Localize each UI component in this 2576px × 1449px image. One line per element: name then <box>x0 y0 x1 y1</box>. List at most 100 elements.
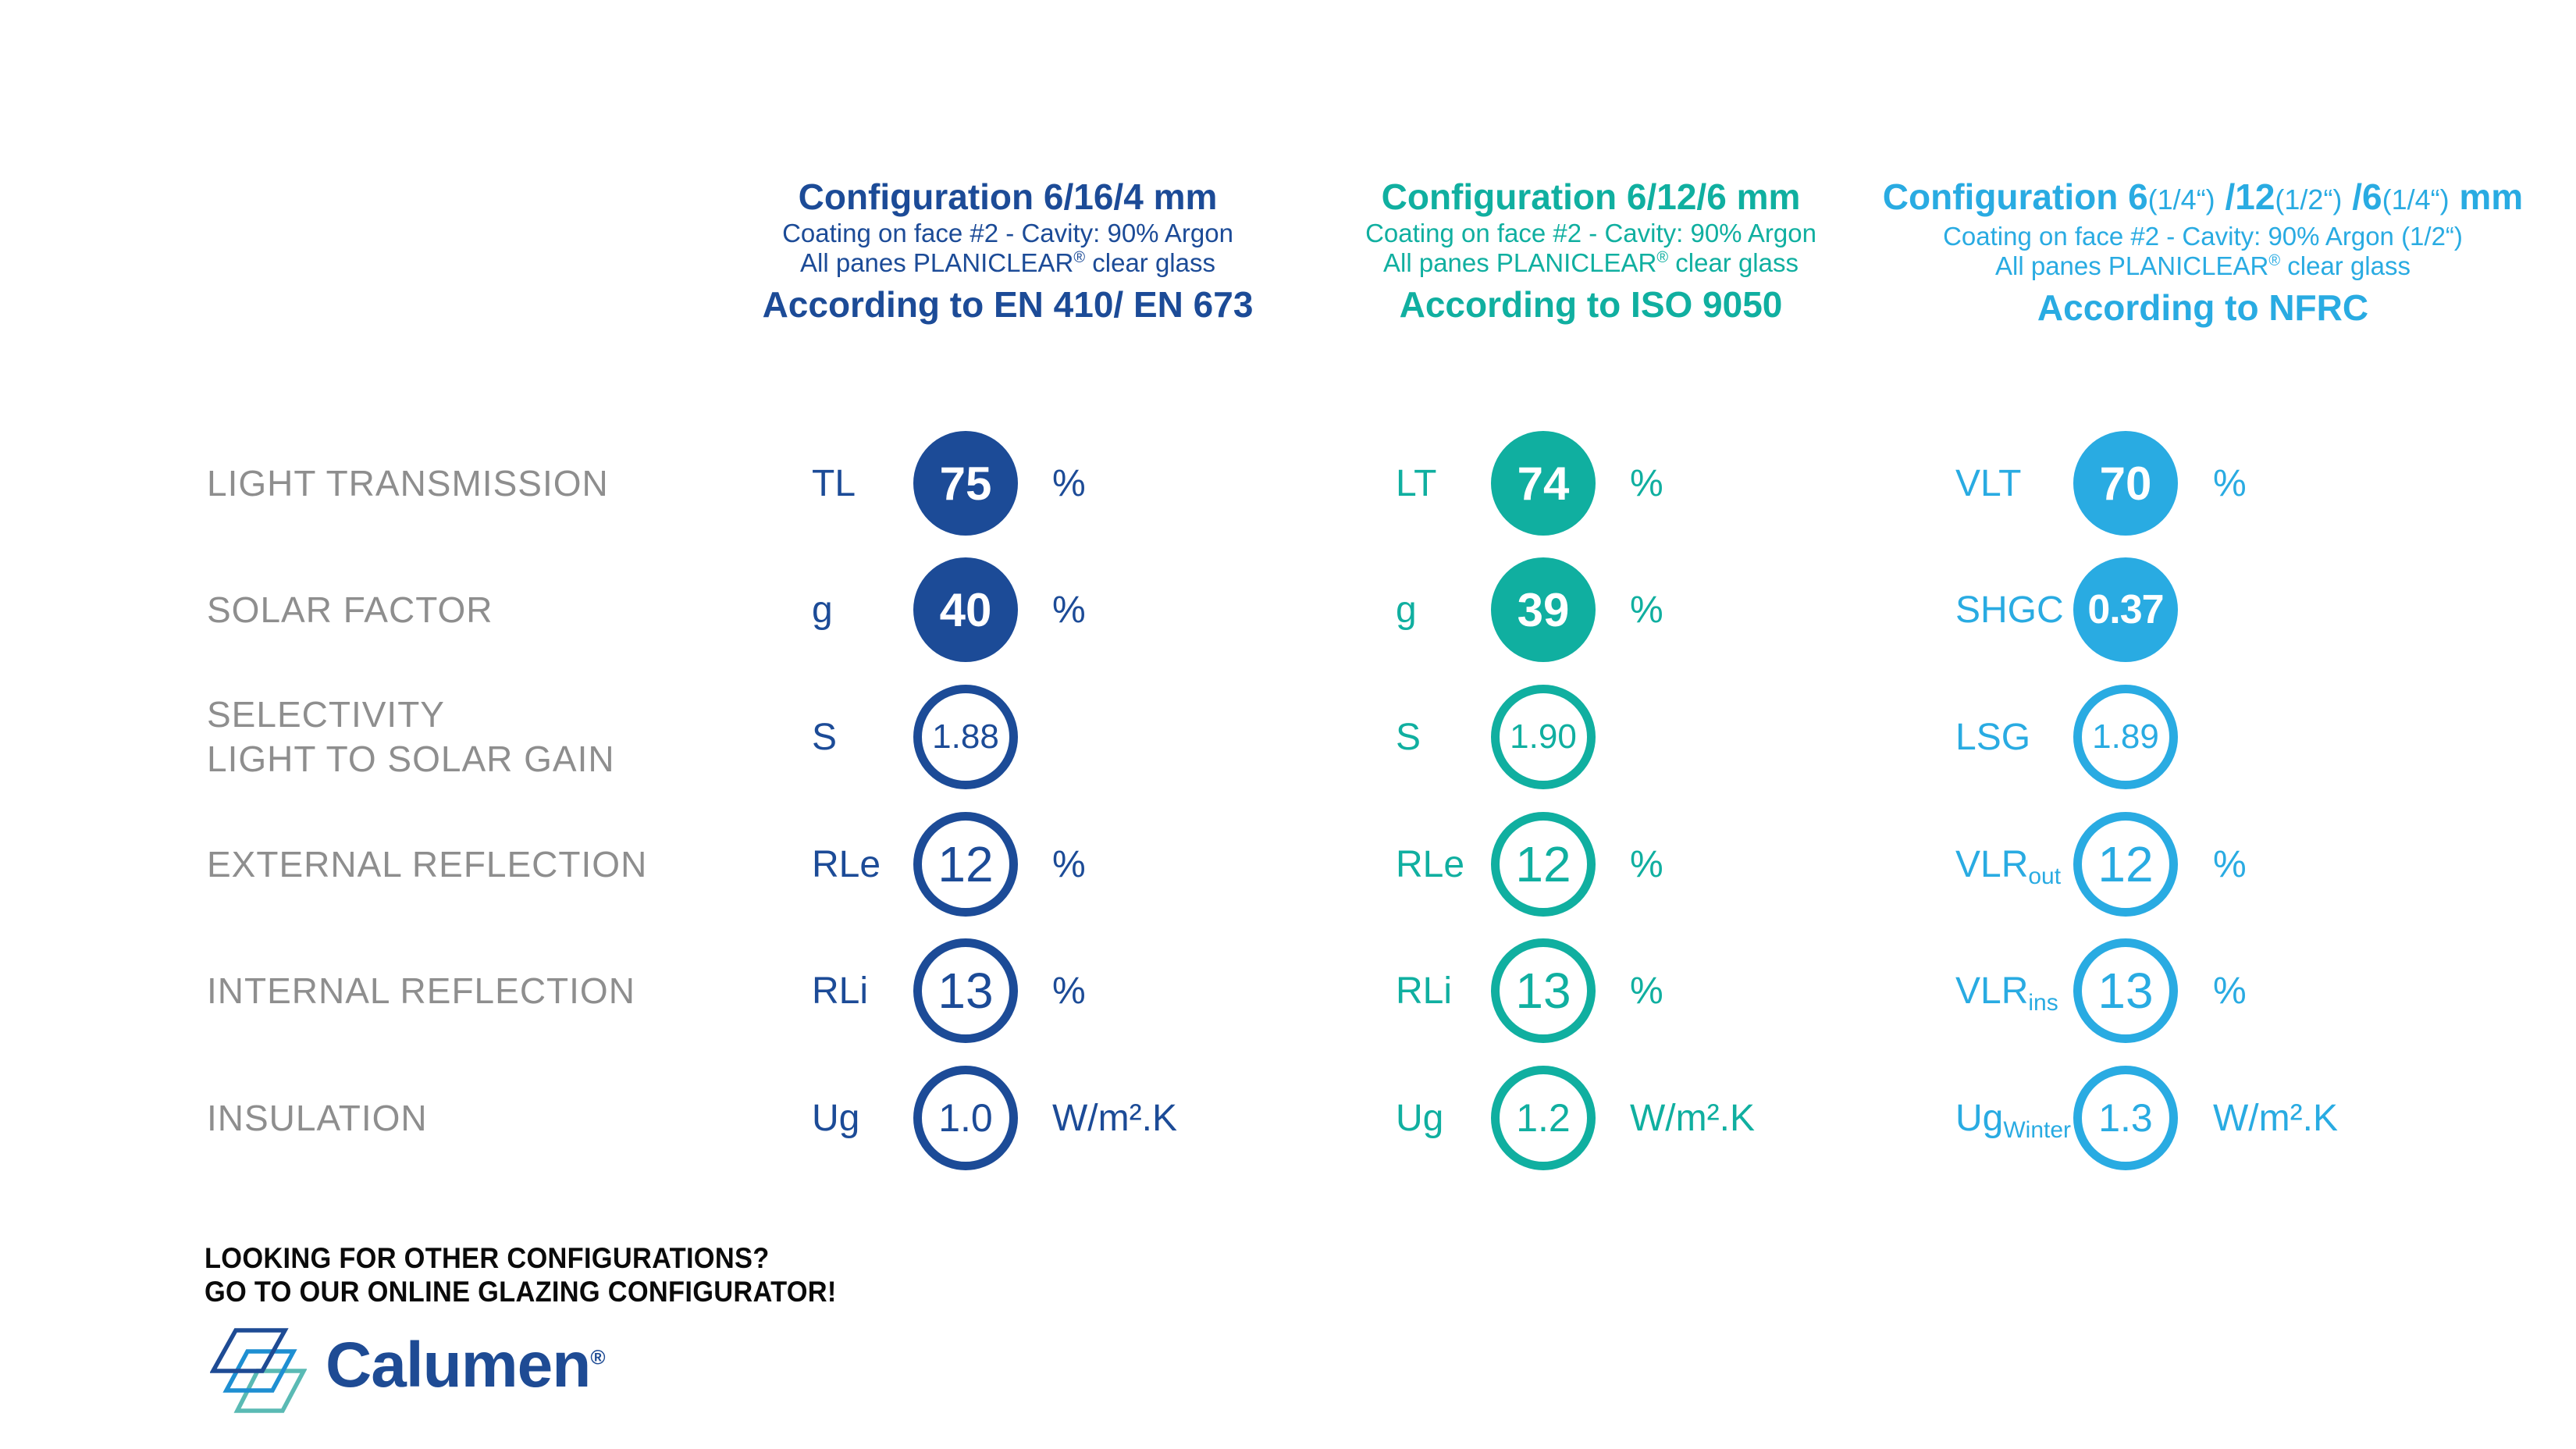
metric-symbol-text: TL <box>812 462 856 504</box>
unit-label-iso-1: % <box>1630 462 1663 504</box>
metric-symbol-nfrc-6: Ug Winter <box>1955 1055 2071 1181</box>
metric-symbol-iso-4: RLe <box>1396 801 1464 927</box>
unit-label-nfrc-5: % <box>2213 970 2247 1012</box>
value-text: 12 <box>2097 836 2154 892</box>
config-title-part: (1/4“) <box>2382 183 2450 215</box>
value-circle-en-2: 40 <box>913 557 1018 662</box>
value-text: 1.88 <box>932 717 999 756</box>
metric-symbol-iso-5: RLi <box>1396 927 1452 1054</box>
unit-label-iso-2: % <box>1630 589 1663 631</box>
metric-symbol-iso-2: g <box>1396 546 1417 673</box>
config-title: Configuration 6/16/4 mm <box>703 175 1312 219</box>
metric-symbol-text: RLi <box>812 970 869 1012</box>
config-title-part: Configuration 6/12/6 mm <box>1381 176 1801 217</box>
metric-symbol-text: LT <box>1396 462 1437 504</box>
value-circle-en-5: 13 <box>913 938 1018 1043</box>
value-text: 13 <box>1515 963 1571 1019</box>
value-circle-nfrc-2: 0.37 <box>2073 557 2178 662</box>
config-header-iso: Configuration 6/12/6 mm Coating on face #… <box>1286 175 1895 326</box>
logo-pane-blue <box>222 1349 297 1393</box>
metric-symbol-text: Ug <box>1396 1097 1444 1139</box>
value-text: 1.3 <box>2098 1096 2153 1140</box>
registered-mark: ® <box>1073 249 1086 266</box>
metric-symbol-text: RLi <box>1396 970 1453 1012</box>
metric-symbol-nfrc-4: VLR out <box>1955 801 2061 927</box>
metric-label-line: SOLAR FACTOR <box>207 589 493 630</box>
unit-label-en-1: % <box>1052 462 1086 504</box>
value-text: 0.37 <box>2087 587 2164 632</box>
value-text: 13 <box>938 963 994 1019</box>
unit-label-iso-6: W/m².K <box>1630 1097 1755 1139</box>
unit-label-en-2: % <box>1052 589 1086 631</box>
metric-label-line: LIGHT TO SOLAR GAIN <box>207 739 615 779</box>
value-circle-nfrc-6: 1.3 <box>2073 1066 2178 1170</box>
calumen-wordmark: Calumen® <box>326 1330 605 1401</box>
value-circle-nfrc-3: 1.89 <box>2073 685 2178 789</box>
metric-symbol-iso-3: S <box>1396 674 1421 800</box>
value-circle-iso-6: 1.2 <box>1491 1066 1596 1170</box>
metric-symbol-iso-6: Ug <box>1396 1055 1443 1181</box>
config-title-part: /6 <box>2342 176 2382 217</box>
panes-line-text: clear glass <box>1085 248 1215 277</box>
metric-symbol-text: VLR <box>1955 843 2029 885</box>
registered-mark: ® <box>590 1345 605 1369</box>
unit-label-en-5: % <box>1052 970 1086 1012</box>
config-header-nfrc: Configuration 6(1/4“) /12(1/2“) /6(1/4“)… <box>1836 175 2570 329</box>
metric-symbol-subscript: Winter <box>2003 1117 2072 1143</box>
config-title-part: (1/2“) <box>2275 183 2343 215</box>
metric-label-row-3: SELECTIVITY LIGHT TO SOLAR GAIN <box>207 674 800 800</box>
panes-line-text: clear glass <box>1668 248 1799 277</box>
metric-label-line: INTERNAL REFLECTION <box>207 970 635 1011</box>
metric-symbol-text: S <box>1396 716 1421 758</box>
metric-symbol-nfrc-5: VLR ins <box>1955 927 2058 1054</box>
metric-symbol-nfrc-1: VLT <box>1955 420 2021 546</box>
metric-symbol-text: g <box>812 589 833 631</box>
value-text: 12 <box>1515 836 1571 892</box>
value-text: 39 <box>1517 583 1570 636</box>
panes-line: All panes PLANICLEAR® clear glass <box>1836 251 2570 281</box>
value-text: 75 <box>939 457 992 510</box>
metric-symbol-subscript: out <box>2028 863 2062 889</box>
unit-label-nfrc-1: % <box>2213 462 2247 504</box>
metric-label-line: INSULATION <box>207 1097 428 1138</box>
metric-symbol-nfrc-3: LSG <box>1955 674 2030 800</box>
unit-label-iso-5: % <box>1630 970 1663 1012</box>
value-text: 1.90 <box>1510 717 1577 756</box>
metric-symbol-text: RLe <box>1396 843 1465 885</box>
panes-line-text: All panes PLANICLEAR <box>1995 251 2269 280</box>
value-text: 1.89 <box>2092 717 2159 756</box>
config-title: Configuration 6(1/4“) /12(1/2“) /6(1/4“)… <box>1836 175 2570 222</box>
metric-label-line: LIGHT TRANSMISSION <box>207 462 609 504</box>
panes-line-text: All panes PLANICLEAR <box>1383 248 1657 277</box>
metric-symbol-en-5: RLi <box>812 927 868 1054</box>
value-text: 1.0 <box>938 1096 993 1140</box>
metric-label-row-1: LIGHT TRANSMISSION <box>207 420 800 546</box>
config-title-part: /12 <box>2215 176 2275 217</box>
panes-line-text: clear glass <box>2280 251 2411 280</box>
logo-pane-navy <box>210 1328 289 1373</box>
value-circle-nfrc-5: 13 <box>2073 938 2178 1043</box>
accordance-line: According to EN 410/ EN 673 <box>762 284 1254 325</box>
metric-label-row-4: EXTERNAL REFLECTION <box>207 801 800 927</box>
coating-line: Coating on face #2 - Cavity: 90% Argon <box>1365 219 1816 247</box>
coating-line: Coating on face #2 - Cavity: 90% Argon <box>782 219 1233 247</box>
value-circle-en-3: 1.88 <box>913 685 1018 789</box>
config-title-part: mm <box>2449 176 2524 217</box>
panes-line: All panes PLANICLEAR® clear glass <box>1286 248 1895 278</box>
metric-symbol-text: Ug <box>1955 1097 2004 1139</box>
value-circle-iso-5: 13 <box>1491 938 1596 1043</box>
metric-label-row-2: SOLAR FACTOR <box>207 546 800 673</box>
metric-symbol-en-2: g <box>812 546 833 673</box>
value-circle-nfrc-1: 70 <box>2073 431 2178 536</box>
value-text: 12 <box>938 836 994 892</box>
value-text: 70 <box>2099 457 2152 510</box>
value-text: 74 <box>1517 457 1570 510</box>
calumen-wordmark-text: Calumen <box>326 1330 591 1401</box>
unit-label-en-4: % <box>1052 843 1086 885</box>
metric-symbol-text: VLT <box>1955 462 2022 504</box>
metric-symbol-en-6: Ug <box>812 1055 859 1181</box>
panes-line-text: All panes PLANICLEAR <box>800 248 1074 277</box>
panes-line: All panes PLANICLEAR® clear glass <box>703 248 1312 278</box>
accordance-line: According to NFRC <box>2037 287 2369 328</box>
config-header-en: Configuration 6/16/4 mm Coating on face #… <box>703 175 1312 326</box>
